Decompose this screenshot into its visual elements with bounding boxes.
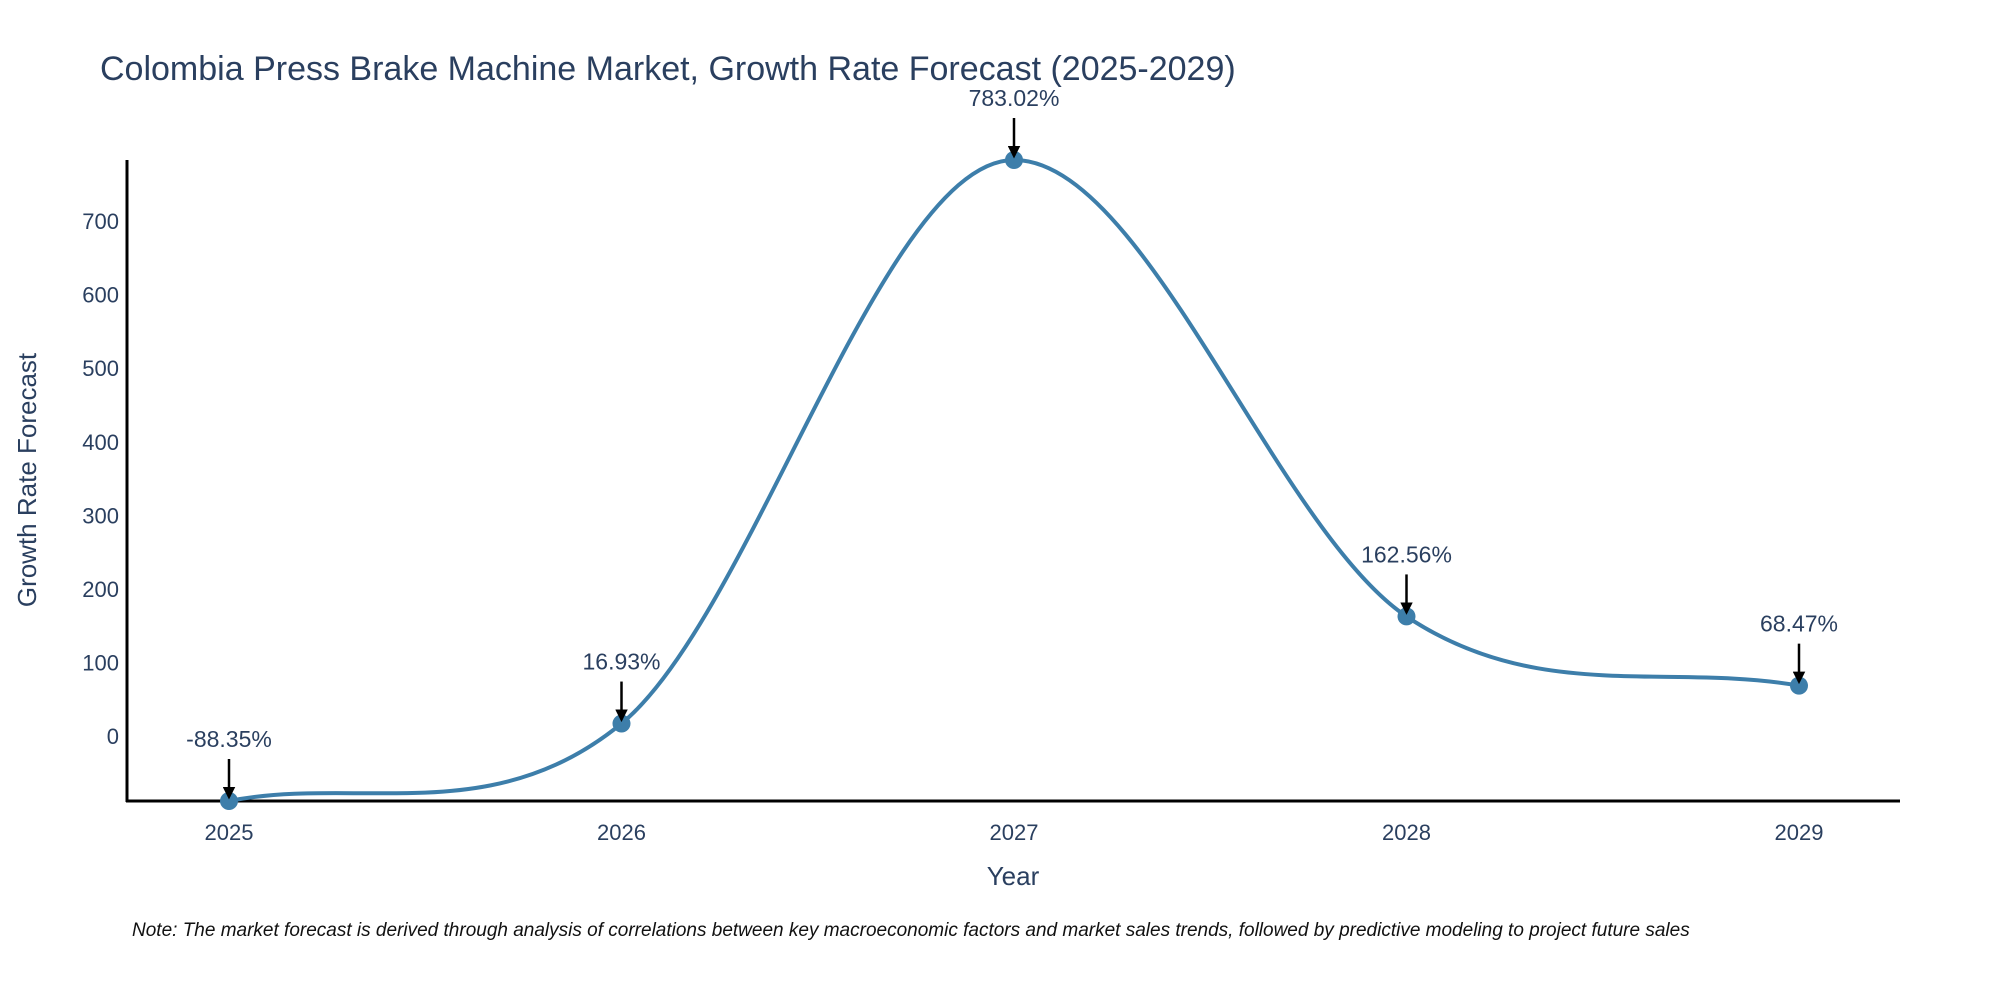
data-label: 16.93% — [582, 649, 660, 675]
y-tick-label: 0 — [107, 724, 119, 749]
y-tick-label: 200 — [82, 577, 119, 602]
data-label: -88.35% — [186, 726, 272, 752]
x-tick-label: 2026 — [597, 820, 646, 845]
y-tick-label: 600 — [82, 283, 119, 308]
y-tick-label: 700 — [82, 209, 119, 234]
data-label: 783.02% — [969, 85, 1060, 111]
y-tick-label: 300 — [82, 503, 119, 528]
data-label: 68.47% — [1760, 611, 1838, 637]
x-tick-label: 2027 — [990, 820, 1039, 845]
y-tick-label: 500 — [82, 356, 119, 381]
footnote: Note: The market forecast is derived thr… — [132, 920, 1690, 941]
series-line — [228, 157, 1800, 803]
x-axis-title: Year — [987, 861, 1040, 891]
y-tick-label: 100 — [82, 650, 119, 675]
y-tick-label: 400 — [82, 430, 119, 455]
x-tick-label: 2029 — [1775, 820, 1824, 845]
data-label: 162.56% — [1361, 541, 1452, 567]
x-tick-label: 2028 — [1382, 820, 1431, 845]
chart-title: Colombia Press Brake Machine Market, Gro… — [100, 50, 1236, 88]
y-axis-title: Growth Rate Forecast — [12, 352, 42, 607]
x-tick-label: 2025 — [205, 820, 254, 845]
